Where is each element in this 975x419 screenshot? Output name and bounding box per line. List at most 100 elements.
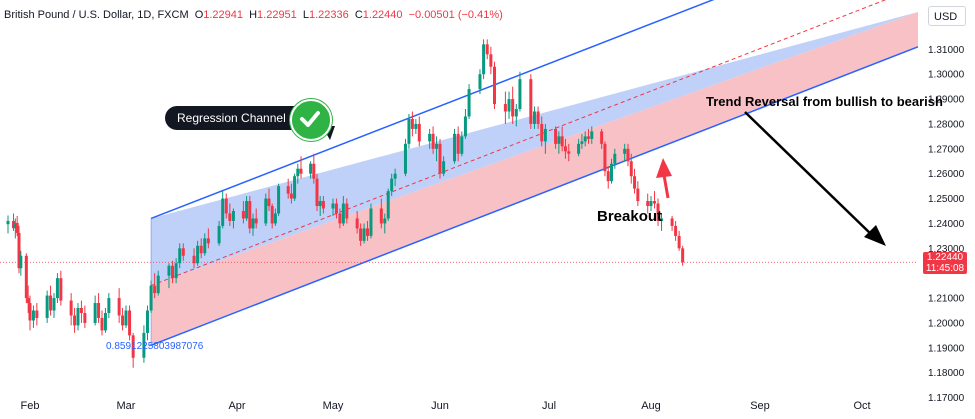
candle-body[interactable] xyxy=(312,163,316,179)
candle-body[interactable] xyxy=(674,225,678,236)
candle-body[interactable] xyxy=(478,74,482,90)
candle-body[interactable] xyxy=(613,153,617,164)
candle-body[interactable] xyxy=(586,136,590,139)
candle-body[interactable] xyxy=(410,118,414,129)
candle-body[interactable] xyxy=(277,186,281,214)
candle-body[interactable] xyxy=(289,193,293,199)
candle-body[interactable] xyxy=(26,298,30,304)
candle-body[interactable] xyxy=(536,111,540,124)
candle-body[interactable] xyxy=(577,143,581,154)
candle-body[interactable] xyxy=(390,178,394,192)
candle-body[interactable] xyxy=(128,310,132,336)
candle-body[interactable] xyxy=(264,198,268,224)
candle-body[interactable] xyxy=(600,131,604,144)
candle-body[interactable] xyxy=(334,203,338,214)
candle-body[interactable] xyxy=(97,303,101,318)
candle-body[interactable] xyxy=(383,218,387,224)
candle-body[interactable] xyxy=(543,128,547,142)
candle-body[interactable] xyxy=(315,178,319,207)
candle-body[interactable] xyxy=(438,143,442,174)
candle-body[interactable] xyxy=(557,136,561,144)
candle-body[interactable] xyxy=(338,213,342,224)
candle-body[interactable] xyxy=(254,218,258,224)
candle-body[interactable] xyxy=(293,176,297,199)
candle-body[interactable] xyxy=(529,79,533,124)
candle-body[interactable] xyxy=(603,143,607,172)
candle-body[interactable] xyxy=(493,66,496,105)
candle-body[interactable] xyxy=(646,201,650,207)
candle-body[interactable] xyxy=(224,198,228,214)
candle-body[interactable] xyxy=(69,300,73,316)
candle-body[interactable] xyxy=(153,285,157,294)
candle-body[interactable] xyxy=(681,248,685,263)
candle-body[interactable] xyxy=(79,308,83,313)
candle-body[interactable] xyxy=(503,104,507,112)
candle-body[interactable] xyxy=(196,245,200,264)
candle-body[interactable] xyxy=(117,298,121,316)
candle-body[interactable] xyxy=(131,335,135,358)
candle-body[interactable] xyxy=(379,208,383,224)
candle-body[interactable] xyxy=(453,133,457,162)
candle-body[interactable] xyxy=(626,148,630,162)
candle-body[interactable] xyxy=(231,211,235,221)
candle-body[interactable] xyxy=(241,211,245,219)
candle-body[interactable] xyxy=(532,111,536,124)
candle-body[interactable] xyxy=(273,213,277,224)
candle-body[interactable] xyxy=(49,295,53,311)
candle-body[interactable] xyxy=(554,128,558,144)
channel-lower-line[interactable] xyxy=(150,46,919,347)
candle-body[interactable] xyxy=(369,208,373,236)
candle-body[interactable] xyxy=(540,123,544,142)
candle-body[interactable] xyxy=(178,248,182,264)
candle-body[interactable] xyxy=(35,310,39,318)
candle-body[interactable] xyxy=(489,54,493,67)
currency-button[interactable]: USD xyxy=(928,6,966,26)
candle-body[interactable] xyxy=(167,265,171,276)
candle-body[interactable] xyxy=(286,186,290,194)
candle-body[interactable] xyxy=(417,123,421,142)
channel-upper-line[interactable] xyxy=(150,0,918,220)
candle-body[interactable] xyxy=(217,225,221,244)
candle-body[interactable] xyxy=(45,295,49,318)
candle-body[interactable] xyxy=(460,136,464,154)
candle-body[interactable] xyxy=(192,255,196,264)
candle-body[interactable] xyxy=(251,218,255,229)
candle-body[interactable] xyxy=(560,136,564,147)
candle-body[interactable] xyxy=(653,201,657,204)
candle-body[interactable] xyxy=(435,143,439,149)
candle-body[interactable] xyxy=(24,255,28,299)
candle-body[interactable] xyxy=(677,235,681,249)
candle-body[interactable] xyxy=(76,308,80,326)
candle-body[interactable] xyxy=(345,203,349,219)
candle-body[interactable] xyxy=(52,298,56,311)
candle-body[interactable] xyxy=(248,201,252,229)
candle-body[interactable] xyxy=(362,228,366,241)
candle-body[interactable] xyxy=(270,206,274,224)
candle-body[interactable] xyxy=(656,203,660,221)
candle-body[interactable] xyxy=(19,255,23,269)
candle-body[interactable] xyxy=(428,133,432,142)
candle-body[interactable] xyxy=(12,220,15,229)
candle-body[interactable] xyxy=(431,133,435,149)
candle-body[interactable] xyxy=(299,168,303,174)
candle-body[interactable] xyxy=(228,213,232,221)
candle-body[interactable] xyxy=(318,201,322,207)
candle-body[interactable] xyxy=(15,222,19,233)
candle-body[interactable] xyxy=(206,238,210,244)
candle-body[interactable] xyxy=(331,203,335,209)
candle-body[interactable] xyxy=(518,79,522,110)
candle-body[interactable] xyxy=(511,99,515,117)
candle-body[interactable] xyxy=(17,232,21,269)
candle-body[interactable] xyxy=(393,173,397,179)
candle-body[interactable] xyxy=(623,148,627,154)
candle-body[interactable] xyxy=(590,131,594,139)
candle-body[interactable] xyxy=(145,310,149,333)
candle-body[interactable] xyxy=(610,163,614,182)
candle-body[interactable] xyxy=(181,248,185,256)
candle-body[interactable] xyxy=(121,315,125,326)
candle-body[interactable] xyxy=(199,245,203,254)
candle-body[interactable] xyxy=(567,151,571,154)
candle-body[interactable] xyxy=(442,161,446,174)
candle-body[interactable] xyxy=(156,275,160,294)
